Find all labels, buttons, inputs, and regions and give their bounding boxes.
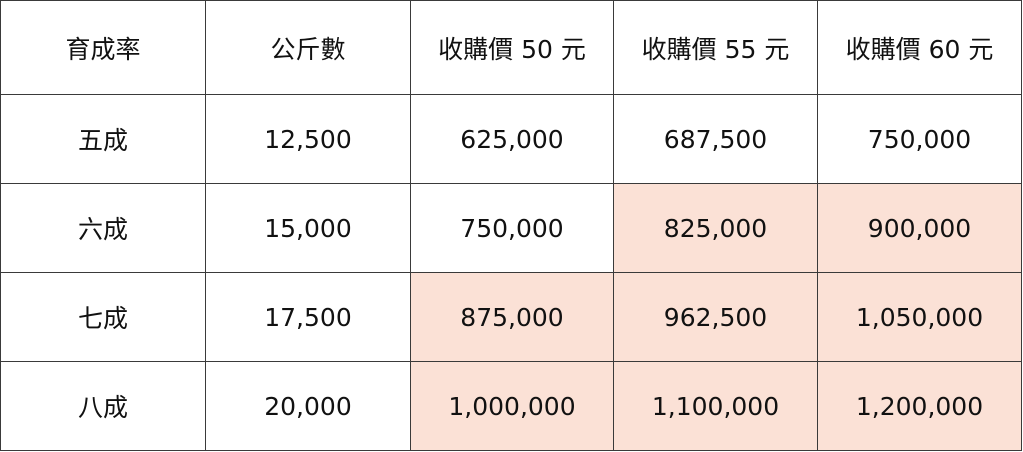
row-label: 七成 bbox=[0, 272, 206, 362]
header-cell: 收購價 50 元 bbox=[410, 0, 614, 95]
header-cell: 公斤數 bbox=[205, 0, 411, 95]
header-cell: 收購價 60 元 bbox=[817, 0, 1022, 95]
row-label: 八成 bbox=[0, 361, 206, 451]
header-cell: 收購價 55 元 bbox=[613, 0, 818, 95]
highlighted-cell: 1,200,000 bbox=[817, 361, 1022, 451]
table-row: 六成 15,000 750,000 825,000 900,000 bbox=[0, 183, 1022, 273]
cell: 12,500 bbox=[205, 94, 411, 184]
highlighted-cell: 825,000 bbox=[613, 183, 818, 273]
row-label: 六成 bbox=[0, 183, 206, 273]
highlighted-cell: 1,000,000 bbox=[410, 361, 614, 451]
cell: 20,000 bbox=[205, 361, 411, 451]
highlighted-cell: 962,500 bbox=[613, 272, 818, 362]
cell: 17,500 bbox=[205, 272, 411, 362]
header-row: 育成率 公斤數 收購價 50 元 收購價 55 元 收購價 60 元 bbox=[0, 0, 1022, 95]
cell: 625,000 bbox=[410, 94, 614, 184]
table-row: 七成 17,500 875,000 962,500 1,050,000 bbox=[0, 272, 1022, 362]
table-row: 八成 20,000 1,000,000 1,100,000 1,200,000 bbox=[0, 361, 1022, 451]
cell: 750,000 bbox=[817, 94, 1022, 184]
table-row: 五成 12,500 625,000 687,500 750,000 bbox=[0, 94, 1022, 184]
cell: 750,000 bbox=[410, 183, 614, 273]
header-cell: 育成率 bbox=[0, 0, 206, 95]
highlighted-cell: 900,000 bbox=[817, 183, 1022, 273]
cell: 15,000 bbox=[205, 183, 411, 273]
highlighted-cell: 1,050,000 bbox=[817, 272, 1022, 362]
highlighted-cell: 1,100,000 bbox=[613, 361, 818, 451]
row-label: 五成 bbox=[0, 94, 206, 184]
cell: 687,500 bbox=[613, 94, 818, 184]
highlighted-cell: 875,000 bbox=[410, 272, 614, 362]
